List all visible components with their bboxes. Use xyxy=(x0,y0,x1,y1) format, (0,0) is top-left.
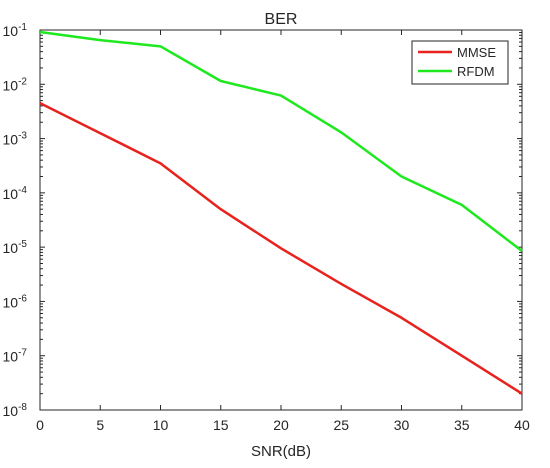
series-line-mmse xyxy=(39,101,523,395)
y-tick-exponent: -3 xyxy=(18,131,27,142)
y-tick-label: 10-5 xyxy=(3,239,28,256)
y-tick-base: 10 xyxy=(3,77,19,93)
y-tick-exponent: -4 xyxy=(18,185,27,196)
legend: MMSE RFDM xyxy=(411,40,509,85)
x-tick-label: 0 xyxy=(36,417,44,433)
x-tick-label: 30 xyxy=(394,417,410,433)
y-tick-base: 10 xyxy=(3,186,19,202)
x-tick-label: 20 xyxy=(273,417,289,433)
y-tick-exponent: -2 xyxy=(18,76,27,87)
y-tick-label: 10-3 xyxy=(3,131,28,148)
x-tick-label: 25 xyxy=(333,417,349,433)
y-tick-label: 10-6 xyxy=(3,293,28,310)
chart-title: BER xyxy=(265,11,298,28)
legend-label: MMSE xyxy=(457,45,496,60)
y-tick-base: 10 xyxy=(3,132,19,148)
y-tick-exponent: -6 xyxy=(18,293,27,304)
y-tick-label: 10-4 xyxy=(3,185,28,202)
x-tick-label: 10 xyxy=(153,417,169,433)
y-tick-base: 10 xyxy=(3,349,19,365)
x-tick-label: 5 xyxy=(96,417,104,433)
y-tick-base: 10 xyxy=(3,403,19,419)
y-tick-label: 10-8 xyxy=(3,402,28,419)
series-line-rfdm xyxy=(39,30,523,252)
y-tick-exponent: -8 xyxy=(18,402,27,413)
y-tick-label: 10-7 xyxy=(3,348,28,365)
y-tick-label: 10-1 xyxy=(3,22,28,39)
y-tick-base: 10 xyxy=(3,294,19,310)
x-tick-label: 15 xyxy=(213,417,229,433)
y-tick-label: 10-2 xyxy=(3,76,28,93)
x-tick-label: 40 xyxy=(514,417,530,433)
plot-area xyxy=(39,29,523,411)
x-tick-label: 35 xyxy=(454,417,470,433)
y-tick-exponent: -5 xyxy=(18,239,27,250)
axis-ticks: 0 5 10 15 20 25 30 35 4010-810-710-610-510-410-3… xyxy=(3,22,530,433)
y-tick-exponent: -1 xyxy=(18,22,27,33)
y-tick-base: 10 xyxy=(3,240,19,256)
y-tick-exponent: -7 xyxy=(18,348,27,359)
series-lines xyxy=(39,30,523,395)
y-tick-base: 10 xyxy=(3,23,19,39)
x-axis-label: SNR(dB) xyxy=(251,443,311,460)
legend-box xyxy=(411,40,509,85)
legend-label: RFDM xyxy=(457,64,495,79)
